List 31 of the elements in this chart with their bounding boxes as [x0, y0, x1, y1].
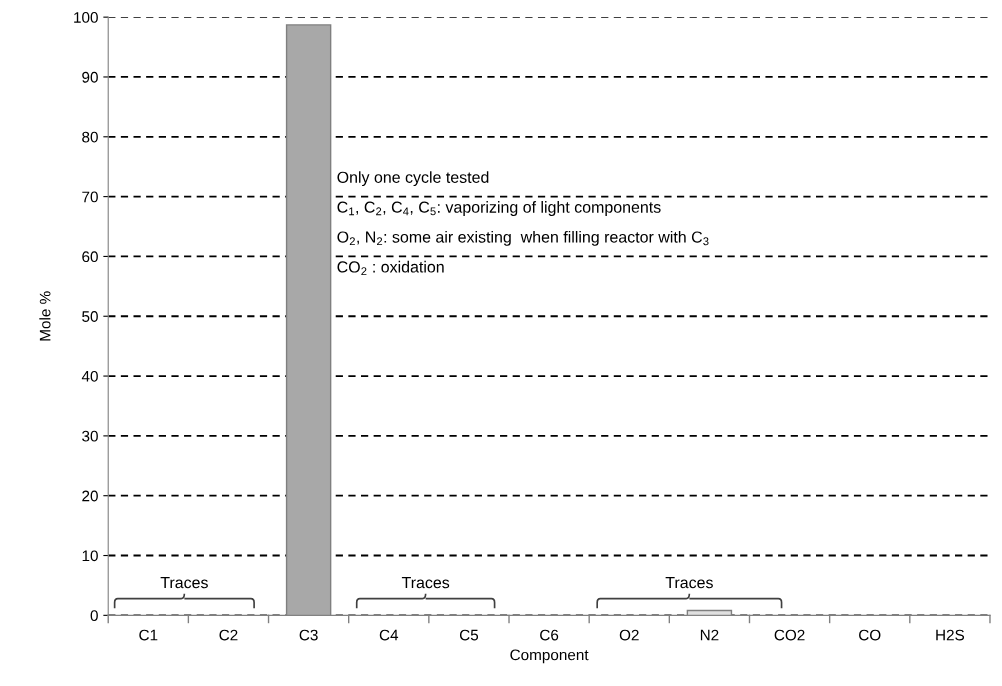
y-tick-label: 0	[90, 610, 98, 622]
y-tick-label: 20	[82, 490, 98, 502]
x-tick-label: CO2	[774, 629, 805, 641]
y-tick-label: 90	[82, 71, 98, 83]
x-tick-label: C1	[139, 629, 158, 641]
y-tick-label: 30	[82, 430, 98, 442]
y-tick-label: 70	[82, 191, 98, 203]
annotation: O$_{2}$, N$_{2}$: some air existing when filling reactor with C$_{3}$	[337, 230, 709, 246]
annotation: Traces	[401, 577, 450, 589]
annotation: CO$_{2}$ : oxidation	[337, 260, 444, 275]
y-tick-label: 80	[82, 131, 98, 143]
y-axis-title: Mole %	[39, 291, 51, 341]
x-tick-label: C6	[540, 629, 559, 641]
y-tick-label: 10	[82, 550, 98, 562]
x-tick-label: C4	[379, 629, 399, 641]
y-tick-label: 100	[74, 12, 98, 23]
text: C$_{1}$, C$_{2}$, C$_{4}$, C$_{5}$: vaporizing of light components	[337, 201, 661, 216]
annotation: Traces	[160, 577, 208, 589]
x-axis-title: Component	[510, 649, 589, 664]
x-tick-label: C3	[299, 629, 318, 641]
annotation: Only one cycle tested	[337, 171, 489, 187]
x-tick-label: C5	[459, 629, 479, 641]
x-tick-label: C2	[219, 629, 238, 641]
x-tick-label: CO	[859, 629, 881, 641]
x-tick-label: O2	[619, 629, 639, 641]
y-tick-label: 50	[82, 311, 98, 322]
x-tick-label: N2	[700, 629, 719, 641]
y-tick-label: 40	[81, 370, 98, 382]
annotation: Traces	[665, 577, 713, 589]
y-tick-label: 60	[82, 251, 98, 263]
x-tick-label: H2S	[936, 629, 965, 641]
